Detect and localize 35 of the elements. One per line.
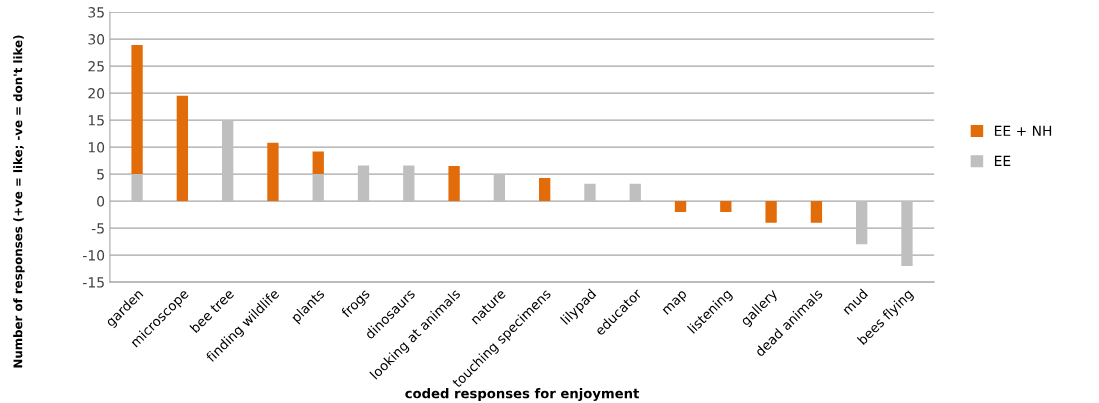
bar — [584, 183, 596, 202]
bar — [221, 120, 234, 202]
y-tick-label: 30 — [88, 34, 105, 45]
y-tick-label: -10 — [83, 250, 105, 261]
bar — [403, 165, 415, 202]
bar — [629, 183, 641, 202]
bar — [810, 201, 823, 223]
bar — [267, 142, 279, 202]
y-tick-label: 10 — [88, 142, 105, 153]
bar — [720, 201, 732, 212]
y-axis-title: Number of responses (+ve = like; -ve = don't like) — [13, 35, 25, 368]
bar — [856, 201, 868, 245]
bar — [539, 177, 551, 202]
y-tick-label: 35 — [88, 7, 104, 18]
legend-label: EE — [994, 155, 1011, 166]
x-axis-title: coded responses for enjoyment — [405, 388, 640, 401]
y-tick-label: 25 — [88, 61, 104, 72]
y-tick-label: 0 — [97, 196, 105, 207]
bar — [312, 174, 324, 202]
y-tick-label: 15 — [88, 115, 104, 126]
bar — [493, 174, 506, 202]
y-tick-label: 20 — [88, 88, 105, 99]
bar — [176, 95, 189, 202]
bar — [131, 45, 143, 175]
y-tick-label: -5 — [91, 223, 104, 234]
bar — [448, 166, 460, 202]
bar — [674, 201, 687, 212]
bar — [901, 201, 913, 266]
bar — [131, 174, 143, 202]
y-tick-label: 5 — [97, 169, 104, 180]
legend-label: EE + NH — [994, 125, 1052, 136]
y-tick-label: -15 — [83, 277, 104, 288]
bar — [312, 151, 324, 175]
bar — [357, 165, 370, 202]
bar — [765, 201, 777, 223]
